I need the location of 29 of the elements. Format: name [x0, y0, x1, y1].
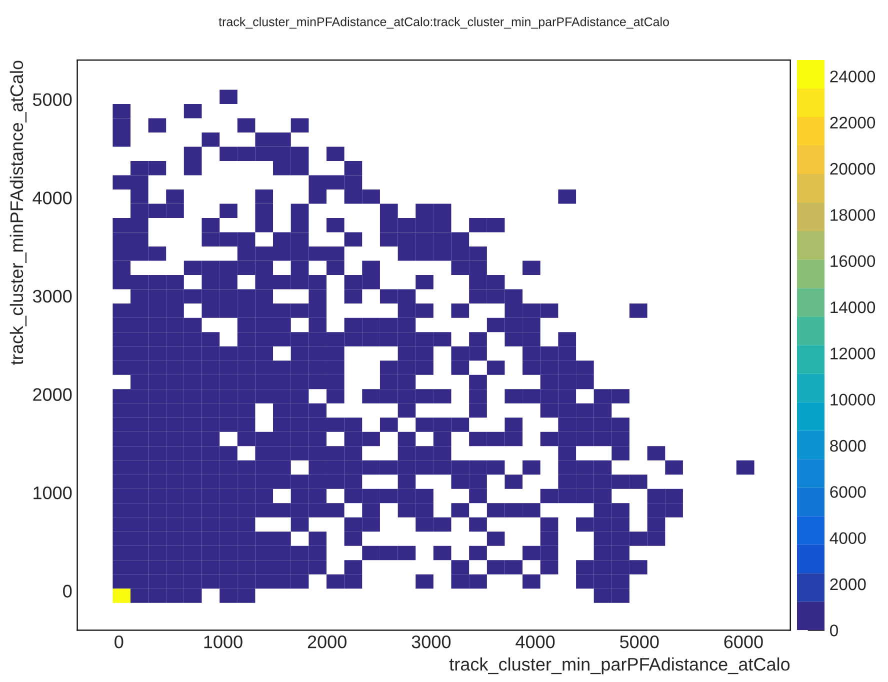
- color-bar-label: 2000: [830, 578, 866, 590]
- x-tick-label: 4000: [516, 636, 555, 648]
- color-bar-label: 6000: [830, 486, 866, 498]
- color-bar-label: 18000: [830, 209, 876, 221]
- color-bar-label: 0: [830, 624, 838, 636]
- color-bar-label: 22000: [830, 116, 876, 129]
- color-bar-label: 14000: [830, 301, 876, 314]
- color-bar-label: 16000: [830, 255, 876, 268]
- y-tick-label: 2000: [33, 388, 72, 401]
- color-bar-label: 24000: [830, 70, 876, 82]
- y-tick-label: 0: [63, 584, 72, 598]
- x-tick-label: 2000: [308, 636, 346, 648]
- x-tick-label: 5000: [620, 636, 659, 648]
- x-tick-label: 0: [114, 636, 124, 648]
- y-tick-label: 5000: [32, 93, 72, 106]
- color-bar-label: 12000: [830, 348, 876, 360]
- x-tick-label: 6000: [724, 636, 763, 648]
- y-tick-label: 4000: [32, 192, 72, 204]
- color-bar-label: 10000: [830, 394, 876, 406]
- x-tick-label: 3000: [412, 636, 451, 648]
- color-bar-label: 8000: [830, 440, 866, 452]
- color-bar-label: 20000: [830, 162, 876, 175]
- color-bar-label: 4000: [830, 532, 866, 544]
- y-tick-label: 3000: [32, 290, 72, 303]
- x-tick-label: 1000: [204, 636, 242, 648]
- x-axis-title: track_cluster_min_parPFAdistance_atCalo: [449, 657, 790, 674]
- chart-title: track_cluster_minPFAdistance_atCalo:track_cluster_min_parPFAdistance_atCalo: [218, 17, 669, 29]
- y-tick-label: 1000: [34, 486, 72, 500]
- y-axis-title: track_cluster_minPFAdistance_atCalo: [10, 60, 27, 365]
